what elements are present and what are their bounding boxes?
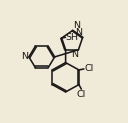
Text: N: N — [75, 28, 82, 37]
Text: N: N — [21, 52, 28, 61]
Text: N: N — [71, 50, 78, 59]
Text: Cl: Cl — [84, 64, 93, 73]
Text: Cl: Cl — [76, 90, 86, 99]
Text: N: N — [73, 21, 80, 30]
Text: SH: SH — [66, 33, 79, 42]
